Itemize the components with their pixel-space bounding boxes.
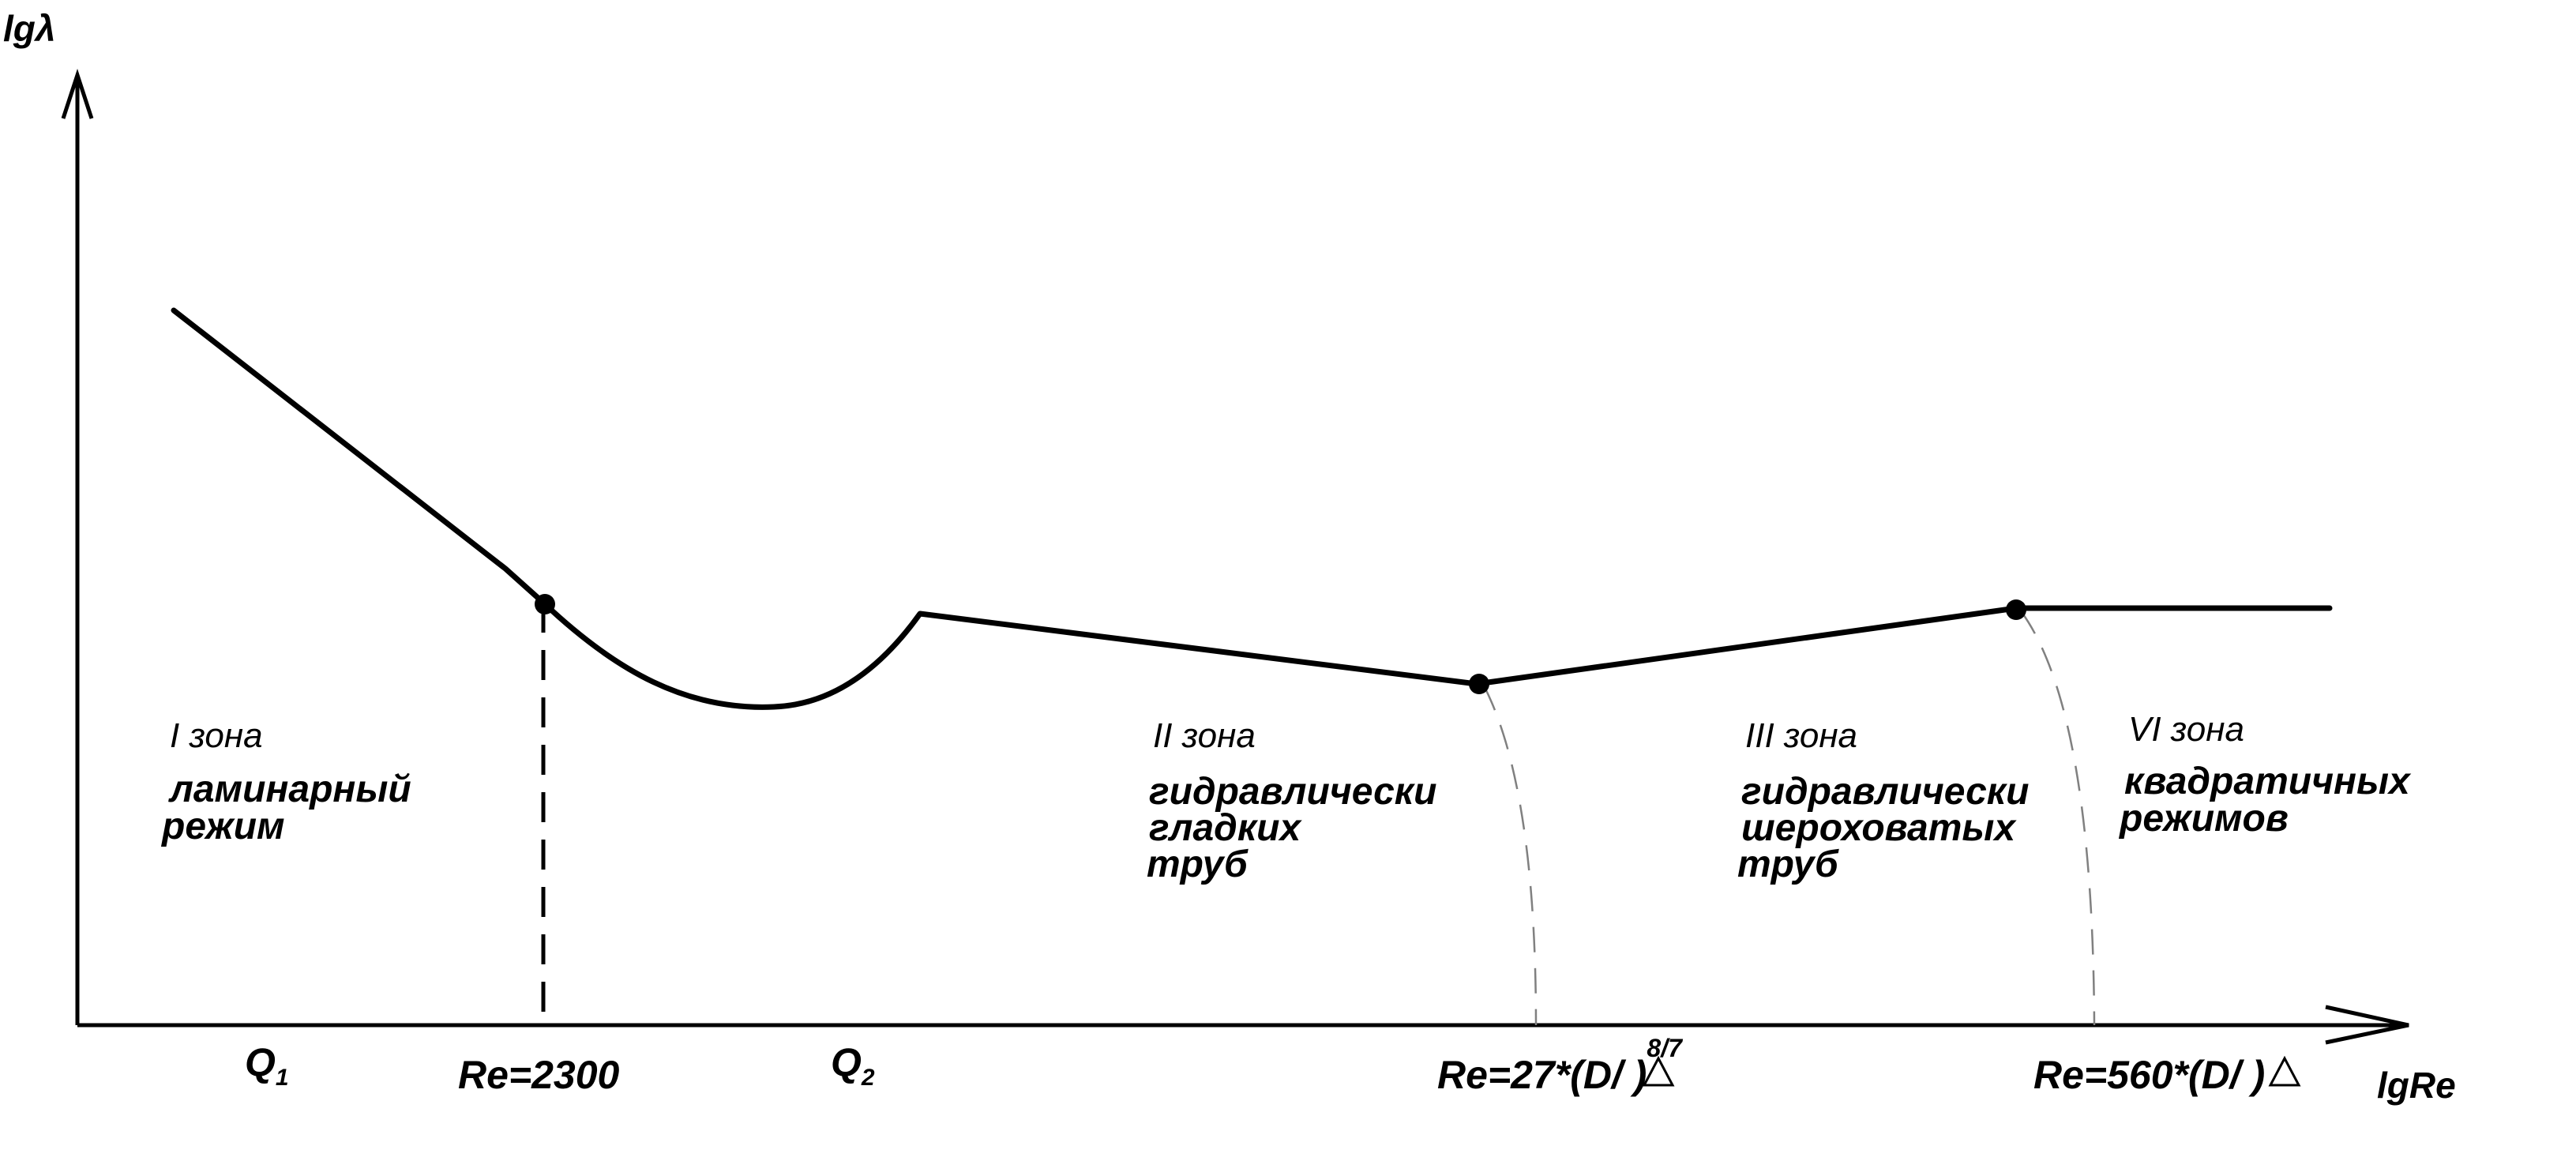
zone-desc-line: труб <box>1147 843 1249 885</box>
zone-desc-line: шероховатых <box>1741 807 2017 849</box>
zone-desc-line: квадратичных <box>2124 761 2412 802</box>
delta-icon <box>2268 1055 2301 1087</box>
tick-re-27-main: Re=27*(D/ <box>1437 1053 1627 1097</box>
zone-desc-line: режим <box>160 806 285 847</box>
y-axis-label: lgλ <box>3 8 55 49</box>
zone-desc-line: гидравлически <box>1149 771 1436 813</box>
zone-ii-label: II зона гидравлически гладких труб <box>1147 716 1436 885</box>
x-axis-arrow-icon <box>2325 1005 2409 1045</box>
zone-desc-line: гидравлически <box>1741 771 2029 813</box>
point-re-560 <box>2006 599 2026 620</box>
zone-desc-line: ламинарный <box>168 768 411 810</box>
zone-vi-label: VI зона квадратичных режимов <box>2118 710 2412 840</box>
tick-re-27-exp: 8/7 <box>1647 1034 1684 1062</box>
tick-re-27: Re=27*(D/ )8/7 <box>1437 1034 1684 1097</box>
friction-curve <box>171 307 2333 710</box>
zone-iii-label: III зона гидравлически шероховатых труб <box>1737 716 2029 885</box>
tick-q1-main: Q <box>245 1040 276 1084</box>
tick-re-560: Re=560*(D/ ) <box>2033 1053 2301 1097</box>
zone-ii-iii-boundary <box>1483 686 1538 1026</box>
tick-re-2300: Re=2300 <box>458 1053 620 1097</box>
tick-q2-main: Q <box>831 1040 862 1084</box>
zone-desc-line: режимов <box>2118 798 2289 840</box>
tick-re-560-spacer <box>2241 1053 2252 1097</box>
tick-q1: Q1 <box>245 1040 289 1091</box>
zone-title: III зона <box>1745 716 1857 755</box>
point-re-2300 <box>535 594 555 614</box>
x-axis-label: lgRe <box>2377 1065 2456 1106</box>
zone-title: II зона <box>1153 716 1256 755</box>
tick-re-560-main: Re=560*(D/ <box>2033 1053 2245 1097</box>
tick-q2: Q2 <box>831 1040 875 1091</box>
zone-desc-line: труб <box>1737 843 1839 885</box>
tick-q1-sub: 1 <box>276 1065 289 1091</box>
tick-re-27-label: Re=27*(D/ )8/7 <box>1437 1034 1684 1097</box>
zone-title: VI зона <box>2128 710 2244 749</box>
delta-icon <box>1642 1055 1675 1087</box>
tick-re-560-close: ) <box>2248 1053 2266 1097</box>
tick-re-27-spacer <box>1623 1053 1634 1097</box>
zone-iii-vi-boundary <box>2020 611 2096 1026</box>
zone-i-label: I зона ламинарный режим <box>160 716 411 847</box>
tick-q1-label: Q1 <box>245 1040 289 1091</box>
point-re-27 <box>1469 674 1489 694</box>
zone-desc-line: гладких <box>1149 807 1302 849</box>
axes <box>61 68 2409 1045</box>
tick-re-560-label: Re=560*(D/ ) <box>2033 1053 2265 1097</box>
tick-q2-sub: 2 <box>861 1065 875 1091</box>
tick-q2-label: Q2 <box>831 1040 875 1091</box>
zone-title: I зона <box>170 716 263 755</box>
y-axis-arrow-icon <box>61 68 94 119</box>
